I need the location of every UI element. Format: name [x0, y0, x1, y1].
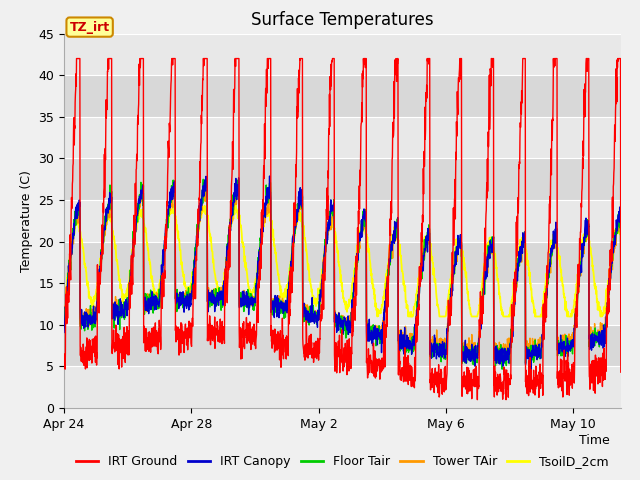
- Bar: [64, 117, 621, 158]
- IRT Ground: [474, 397, 481, 403]
- IRT Ground: [617, 369, 625, 375]
- Text: TZ_irt: TZ_irt: [70, 21, 109, 34]
- Bar: [64, 241, 621, 283]
- Floor Tair: [60, 324, 68, 330]
- TsoilD_2cm: [88, 300, 96, 306]
- Floor Tair: [331, 312, 339, 318]
- Line: IRT Canopy: IRT Canopy: [64, 176, 621, 371]
- Floor Tair: [200, 177, 207, 182]
- IRT Canopy: [602, 328, 609, 334]
- Tower TAir: [499, 345, 506, 350]
- IRT Ground: [89, 340, 97, 346]
- Legend: IRT Ground, IRT Canopy, Floor Tair, Tower TAir, TsoilD_2cm: IRT Ground, IRT Canopy, Floor Tair, Towe…: [71, 450, 614, 473]
- Floor Tair: [602, 321, 609, 327]
- IRT Canopy: [266, 173, 273, 179]
- Line: Floor Tair: Floor Tair: [64, 180, 621, 369]
- Bar: [64, 158, 621, 200]
- IRT Canopy: [499, 360, 506, 365]
- Bar: [64, 75, 621, 117]
- Line: Tower TAir: Tower TAir: [64, 187, 621, 358]
- TsoilD_2cm: [602, 303, 609, 309]
- IRT Canopy: [601, 341, 609, 347]
- TsoilD_2cm: [601, 310, 609, 316]
- Tower TAir: [601, 325, 609, 331]
- Tower TAir: [316, 287, 324, 293]
- Line: IRT Ground: IRT Ground: [64, 59, 621, 400]
- Bar: [64, 34, 621, 75]
- Y-axis label: Temperature (C): Temperature (C): [20, 170, 33, 272]
- IRT Canopy: [527, 368, 535, 374]
- TsoilD_2cm: [617, 233, 625, 239]
- Bar: [64, 283, 621, 325]
- Floor Tair: [316, 287, 324, 293]
- IRT Ground: [316, 317, 324, 323]
- IRT Ground: [73, 56, 81, 61]
- Tower TAir: [331, 313, 339, 319]
- IRT Canopy: [316, 294, 324, 300]
- Floor Tair: [601, 324, 609, 329]
- Tower TAir: [88, 321, 96, 326]
- Floor Tair: [499, 366, 506, 372]
- IRT Ground: [331, 368, 339, 374]
- IRT Canopy: [331, 313, 339, 319]
- IRT Canopy: [617, 319, 625, 324]
- Floor Tair: [499, 360, 507, 366]
- Line: TsoilD_2cm: TsoilD_2cm: [64, 204, 621, 316]
- TsoilD_2cm: [316, 285, 324, 290]
- Tower TAir: [602, 324, 609, 329]
- X-axis label: Time: Time: [579, 434, 610, 447]
- IRT Ground: [602, 376, 609, 382]
- Tower TAir: [60, 323, 68, 328]
- TsoilD_2cm: [60, 294, 68, 300]
- Tower TAir: [530, 355, 538, 361]
- IRT Ground: [60, 362, 68, 368]
- Tower TAir: [171, 184, 179, 190]
- Bar: [64, 325, 621, 366]
- Bar: [64, 200, 621, 241]
- TsoilD_2cm: [499, 309, 507, 315]
- TsoilD_2cm: [169, 202, 177, 207]
- IRT Ground: [499, 385, 507, 391]
- IRT Ground: [601, 364, 609, 370]
- Floor Tair: [617, 326, 625, 332]
- Title: Surface Temperatures: Surface Temperatures: [251, 11, 434, 29]
- Tower TAir: [617, 328, 625, 334]
- TsoilD_2cm: [331, 229, 339, 235]
- Bar: [64, 366, 621, 408]
- Floor Tair: [88, 318, 96, 324]
- IRT Canopy: [60, 330, 68, 336]
- TsoilD_2cm: [374, 313, 381, 319]
- IRT Canopy: [88, 321, 96, 326]
